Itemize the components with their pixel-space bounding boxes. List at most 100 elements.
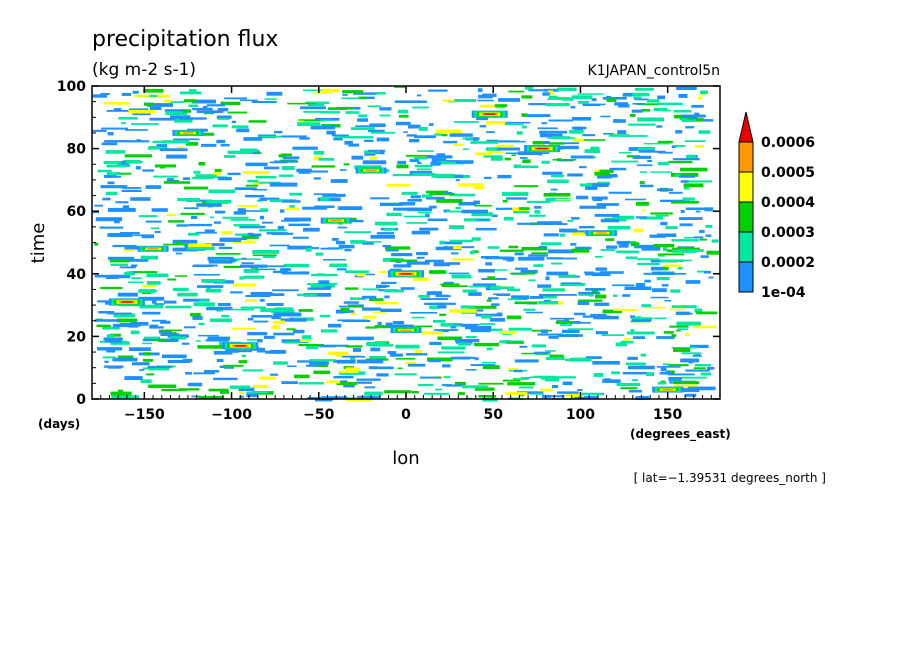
precip-cell: [517, 151, 541, 155]
precip-cell: [150, 107, 162, 111]
precip-cell: [159, 148, 188, 152]
precip-cell: [542, 288, 565, 292]
precip-cell: [681, 259, 692, 262]
precip-cell: [562, 381, 573, 386]
precip-cell: [355, 381, 372, 384]
precip-cell: [338, 305, 347, 308]
precip-cell: [684, 140, 706, 142]
precip-cell: [406, 261, 430, 265]
precip-cell: [299, 339, 312, 342]
precip-cell: [606, 245, 618, 249]
precip-cell: [548, 376, 576, 379]
precip-cell: [671, 305, 697, 309]
precip-cell: [97, 347, 123, 351]
precip-cell: [164, 181, 191, 184]
precip-cell: [281, 200, 301, 203]
precip-cell: [110, 333, 121, 337]
precip-cell: [273, 332, 295, 336]
precip-cell: [451, 274, 472, 279]
precip-cell: [486, 131, 495, 134]
precip-cell: [225, 349, 239, 353]
precip-cell: [437, 336, 463, 340]
precip-cell: [336, 381, 357, 386]
precip-cell: [685, 280, 701, 284]
precip-cell: [516, 131, 523, 135]
precip-cell: [569, 129, 584, 134]
precip-cell: [675, 173, 681, 177]
precip-cell: [124, 272, 134, 276]
precip-cell: [579, 205, 607, 209]
precip-cell: [150, 227, 159, 230]
precip-cell: [372, 311, 385, 314]
precip-cell: [128, 109, 156, 114]
precip-cell: [216, 358, 224, 362]
precip-cell: [412, 172, 435, 176]
precip-cell: [525, 311, 543, 314]
precip-cell: [462, 148, 469, 150]
precip-cell: [619, 244, 629, 248]
precip-cell: [551, 174, 565, 178]
precip-cell: [143, 102, 155, 106]
precip-cell: [130, 330, 140, 335]
precip-cell: [272, 289, 299, 292]
precip-cell: [578, 291, 601, 295]
precip-cell: [163, 300, 177, 304]
precip-cell: [362, 307, 382, 311]
precip-cell: [311, 273, 338, 277]
precip-cell: [576, 195, 589, 200]
precip-cell: [468, 305, 497, 309]
precip-cell: [245, 295, 271, 298]
precip-cell: [508, 327, 528, 331]
precip-cell: [105, 150, 125, 154]
precip-cell: [595, 331, 608, 335]
precip-cell: [631, 379, 639, 381]
precip-cell: [330, 179, 348, 183]
precip-cell: [551, 262, 563, 265]
precip-cell: [625, 198, 646, 201]
precip-cell: [638, 147, 655, 151]
precip-cell: [204, 243, 225, 247]
precip-cell: [541, 242, 562, 246]
precip-cell: [443, 376, 451, 379]
precip-cell: [687, 180, 712, 183]
precip-cell: [452, 323, 480, 326]
precip-cell: [369, 156, 378, 160]
precip-cell: [557, 391, 579, 394]
precip-cell: [672, 388, 700, 393]
precip-cell: [426, 291, 443, 296]
precip-cell: [461, 311, 478, 314]
precip-cell: [579, 166, 587, 169]
precip-cell: [581, 392, 605, 396]
precip-cell: [106, 191, 118, 196]
precip-cell: [470, 328, 491, 333]
precip-cell: [596, 203, 619, 206]
precip-cell: [597, 169, 614, 173]
precip-cell: [231, 327, 256, 330]
precip-cell: [542, 171, 563, 175]
precip-cell: [271, 315, 281, 320]
precip-cell: [496, 312, 503, 317]
precip-cell: [662, 247, 668, 251]
precip-cell: [379, 151, 385, 155]
precip-cell: [412, 277, 429, 281]
precip-cell: [497, 174, 512, 179]
precip-cell: [328, 107, 354, 110]
precip-cell: [489, 285, 501, 290]
x-tick-label: 50: [483, 407, 503, 423]
precip-cell: [700, 255, 709, 258]
precip-cell: [333, 359, 339, 363]
precip-cell: [661, 284, 669, 287]
precip-cell: [343, 301, 359, 304]
precip-cell: [545, 103, 570, 107]
precip-cell: [323, 286, 332, 289]
colorbar-swatch: [738, 261, 754, 293]
precip-cell: [628, 123, 656, 126]
precip-cell: [675, 329, 681, 332]
precip-cell: [240, 210, 263, 212]
precip-cell: [230, 308, 254, 311]
precip-cell: [570, 105, 576, 109]
precip-cell: [369, 298, 384, 301]
precip-cell: [512, 377, 529, 380]
precip-cell: [478, 328, 503, 332]
precip-cell: [530, 296, 544, 299]
